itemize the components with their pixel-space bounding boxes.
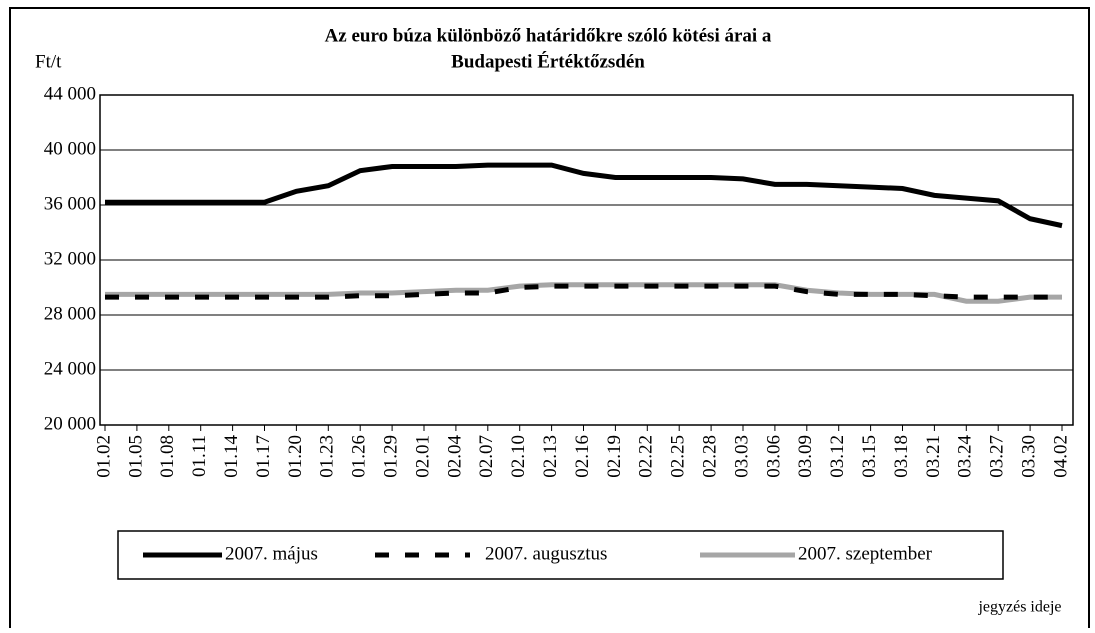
x-tick-label: 03.12 <box>827 435 848 478</box>
y-tick-label: 24 000 <box>44 358 96 379</box>
x-tick-label: 03.15 <box>859 435 880 478</box>
x-tick-label: 02.04 <box>444 435 465 478</box>
x-tick-label: 02.28 <box>699 435 720 478</box>
plot-area <box>99 94 1074 426</box>
x-tick-label: 01.08 <box>157 435 178 478</box>
x-tick-label: 03.18 <box>891 435 912 478</box>
y-tick-label: 40 000 <box>44 138 96 159</box>
y-tick-label: 20 000 <box>44 413 96 434</box>
x-tick-label: 02.01 <box>412 435 433 478</box>
x-tick-label: 03.27 <box>987 435 1008 478</box>
x-tick-label: 03.21 <box>923 435 944 478</box>
legend-label: 2007. augusztus <box>485 543 607 564</box>
x-tick-label: 03.03 <box>731 435 752 478</box>
x-tick-label: 01.11 <box>189 435 210 477</box>
x-tick-label: 01.26 <box>349 435 370 478</box>
y-tick-label: 36 000 <box>44 193 96 214</box>
y-tick-label: 28 000 <box>44 303 96 324</box>
chart-title: Budapesti Értéktőzsdén <box>451 50 645 72</box>
x-tick-label: 01.02 <box>93 435 114 478</box>
x-axis-label: jegyzés ideje <box>977 599 1061 616</box>
x-tick-label: 01.17 <box>253 435 274 478</box>
y-tick-label: 32 000 <box>44 248 96 269</box>
x-tick-label: 02.16 <box>572 435 593 478</box>
legend-label: 2007. szeptember <box>798 543 933 564</box>
x-tick-label: 04.02 <box>1050 435 1071 478</box>
legend-box <box>117 530 1004 580</box>
x-tick-label: 01.14 <box>221 435 242 478</box>
y-tick-label: 44 000 <box>44 83 96 104</box>
x-tick-label: 02.10 <box>508 435 529 478</box>
x-tick-label: 03.09 <box>795 435 816 478</box>
x-tick-label: 02.25 <box>668 435 689 478</box>
series-line <box>105 282 1062 304</box>
x-tick-label: 02.22 <box>636 435 657 478</box>
x-tick-label: 01.29 <box>380 435 401 478</box>
x-tick-label: 02.07 <box>476 435 497 478</box>
legend-label: 2007. május <box>225 543 318 564</box>
x-tick-label: 02.19 <box>604 435 625 478</box>
y-axis-label: Ft/t <box>35 51 62 72</box>
x-tick-label: 02.13 <box>540 435 561 478</box>
chart-title: Az euro búza különböző határidőkre szóló… <box>325 25 772 46</box>
series-line <box>105 162 1063 229</box>
x-tick-label: 01.05 <box>125 435 146 478</box>
x-tick-label: 03.30 <box>1018 435 1039 478</box>
x-tick-label: 01.23 <box>317 435 338 478</box>
x-tick-label: 01.20 <box>285 435 306 478</box>
x-tick-label: 03.06 <box>763 435 784 478</box>
x-tick-label: 03.24 <box>955 435 976 478</box>
series-line <box>105 283 1062 300</box>
frame <box>9 7 1090 633</box>
